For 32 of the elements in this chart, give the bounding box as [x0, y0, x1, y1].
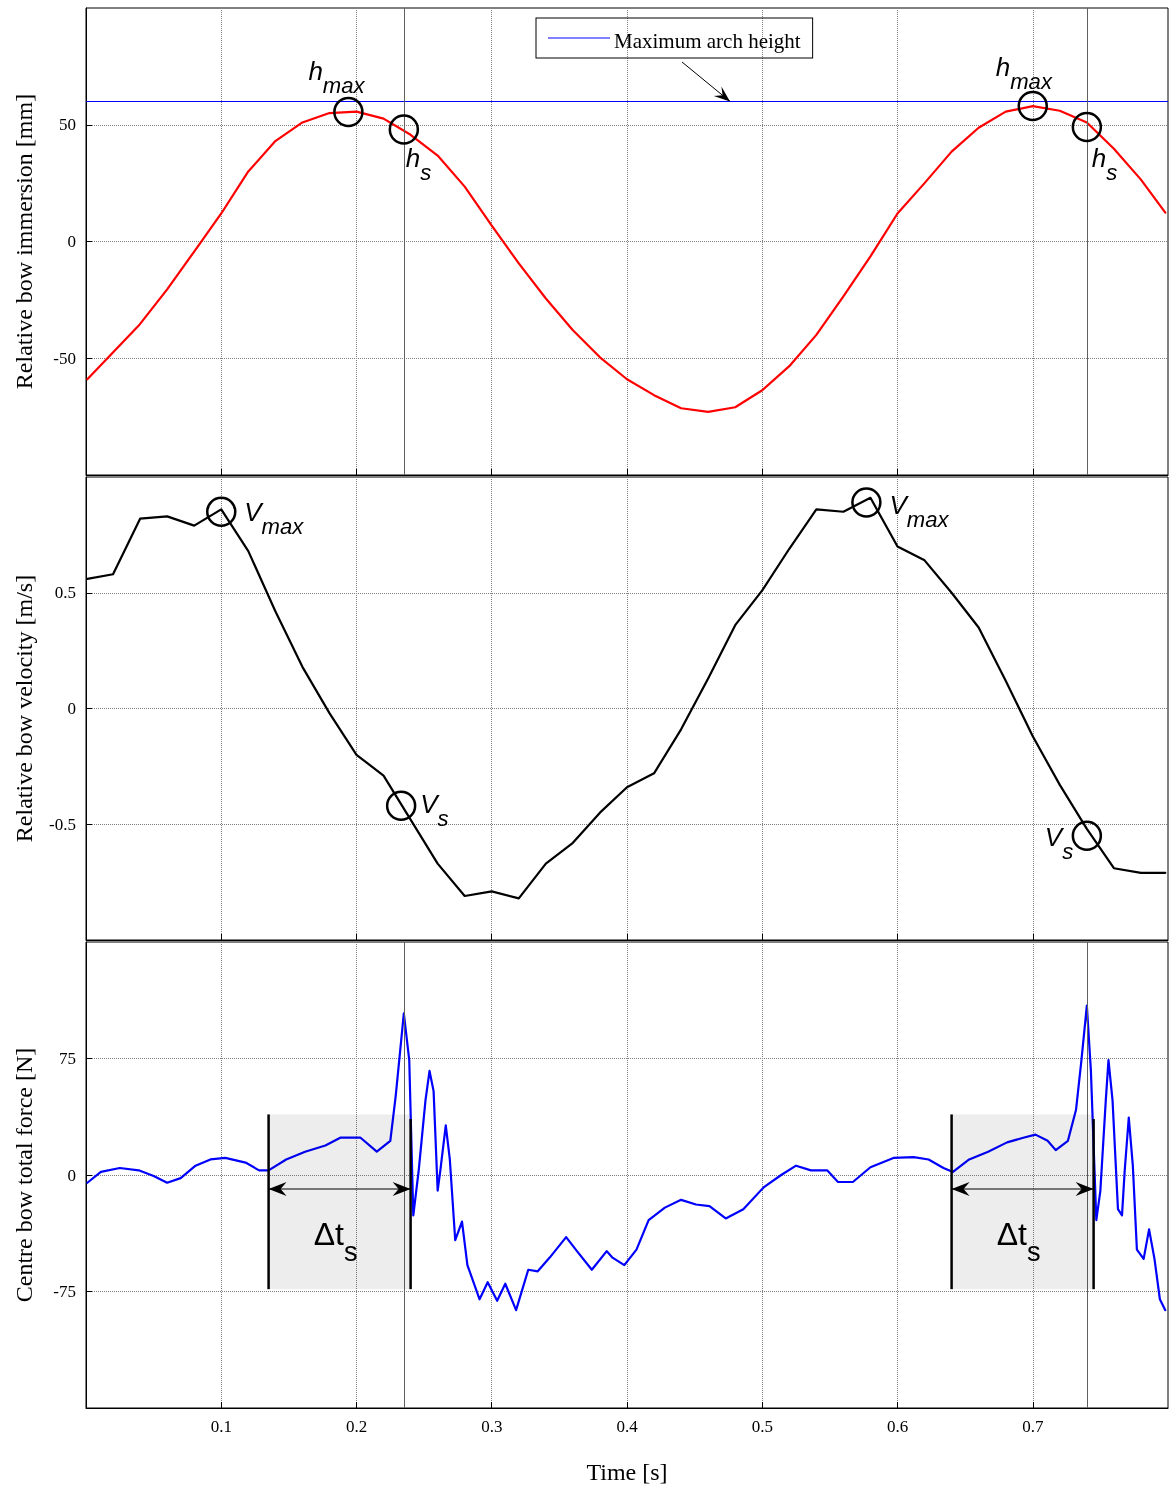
y-tick-label: 75	[59, 1049, 76, 1068]
y-tick-label: 0	[67, 232, 76, 251]
x-tick-label: 0.4	[616, 1417, 639, 1436]
x-tick-label: 0.1	[210, 1417, 232, 1436]
y-axis-title: Relative bow immersion [mm]	[11, 93, 37, 390]
annotation: h$_{s}$	[1091, 143, 1118, 185]
annotation: V$_{s}$	[1044, 821, 1074, 864]
y-tick-label: 0	[67, 1165, 76, 1185]
x-tick-label: 0.5	[751, 1417, 773, 1436]
x-tick-label: 0.7	[1022, 1417, 1044, 1436]
y-tick-label: 0	[67, 699, 76, 718]
annotation: h$_{max}$	[995, 52, 1053, 94]
y-tick-label: -50	[53, 348, 76, 368]
x-axis-title: Time [s]	[586, 1459, 668, 1485]
band-label: Δt$_{s}$	[996, 1215, 1041, 1267]
x-tick-label: 0.6	[886, 1417, 909, 1436]
annotation: V$_{max}$	[244, 496, 305, 539]
y-axis-title: Relative bow velocity [m/s]	[11, 574, 37, 843]
y-tick-label: -75	[53, 1282, 76, 1301]
y-tick-label: 50	[59, 115, 76, 135]
y-axis-title: Centre bow total force [N]	[11, 1047, 37, 1303]
line-series	[86, 1004, 1167, 1312]
legend-label: Maximum arch height	[614, 29, 801, 53]
annotation: h$_{s}$	[405, 143, 432, 185]
annotation: V$_{s}$	[420, 788, 449, 831]
x-tick-label: 0.2	[345, 1417, 368, 1436]
y-tick-label: 0.5	[54, 583, 76, 603]
band-label: Δt$_{s}$	[313, 1215, 358, 1267]
x-tick-label: 0.3	[481, 1417, 503, 1436]
annotation: V$_{max}$	[889, 490, 950, 532]
y-tick-label: -0.5	[49, 814, 76, 834]
annotation: h$_{max}$	[308, 55, 366, 98]
